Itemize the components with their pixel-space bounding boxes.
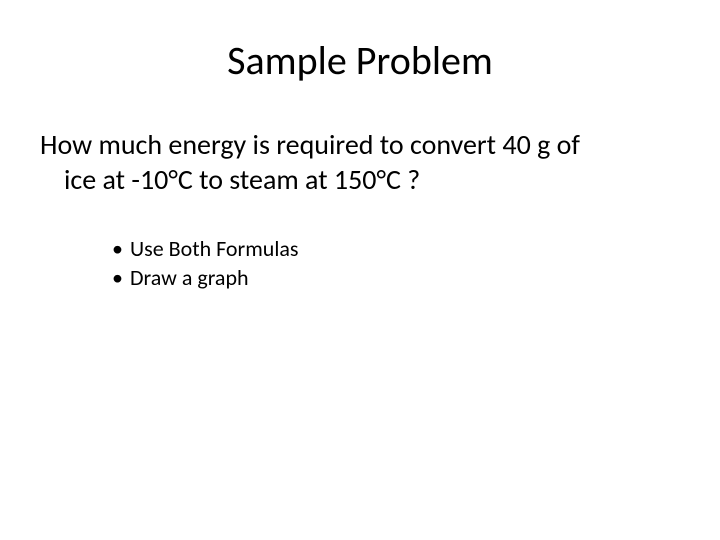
question-line-1: How much energy is required to convert 4… — [40, 127, 680, 162]
question-line-2: ice at -10°C to steam at 150°C ? — [40, 162, 680, 197]
slide-container: Sample Problem How much energy is requir… — [0, 0, 720, 316]
question-text: How much energy is required to convert 4… — [40, 127, 680, 197]
bullet-item: Use Both Formulas — [112, 235, 680, 264]
bullet-list: Use Both Formulas Draw a graph — [40, 235, 680, 292]
bullet-item: Draw a graph — [112, 264, 680, 293]
slide-title: Sample Problem — [40, 36, 680, 85]
